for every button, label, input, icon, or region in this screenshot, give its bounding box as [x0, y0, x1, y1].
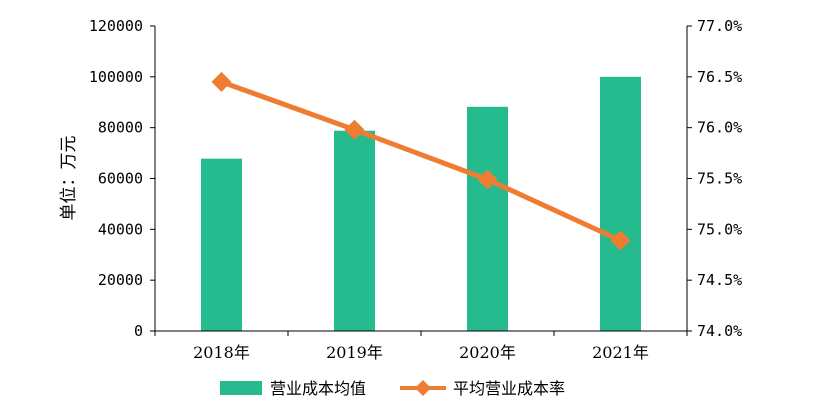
right-tick-label: 76.0% [697, 119, 742, 137]
legend-label-bar: 营业成本均值 [270, 379, 366, 398]
legend-swatch-marker [415, 380, 431, 396]
rate-marker-0 [211, 71, 232, 92]
right-tick-label: 75.0% [697, 220, 742, 238]
bar-1 [334, 130, 375, 331]
left-tick-label: 80000 [98, 119, 143, 137]
right-tick-label: 74.5% [697, 271, 742, 289]
x-axis-labels: 2018年 2019年 2020年 2021年 [154, 331, 688, 362]
line-series [211, 71, 631, 251]
left-axis-ticks: 0 20000 40000 60000 80000 100000 120000 [89, 17, 155, 340]
bar-2 [467, 106, 508, 331]
x-tick-label: 2021年 [592, 343, 649, 362]
right-tick-label: 74.0% [697, 322, 742, 340]
left-tick-label: 0 [134, 322, 143, 340]
x-tick-label: 2020年 [459, 343, 516, 362]
legend: 营业成本均值 平均营业成本率 [220, 379, 565, 398]
right-axis-ticks: 74.0% 74.5% 75.0% 75.5% 76.0% 76.5% 77.0% [687, 17, 742, 340]
x-tick-label: 2019年 [326, 343, 383, 362]
bar-0 [201, 158, 242, 331]
left-tick-label: 60000 [98, 170, 143, 188]
legend-swatch-bar [220, 381, 262, 395]
right-tick-label: 76.5% [697, 68, 742, 86]
rate-marker-1 [344, 119, 365, 140]
bar-3 [600, 76, 641, 331]
left-tick-label: 20000 [98, 271, 143, 289]
left-tick-label: 40000 [98, 220, 143, 238]
left-tick-label: 120000 [89, 17, 143, 35]
right-tick-label: 77.0% [697, 17, 742, 35]
y-axis-title: 单位：万元 [59, 136, 79, 221]
right-tick-label: 75.5% [697, 170, 742, 188]
left-tick-label: 100000 [89, 68, 143, 86]
rate-marker-2 [477, 169, 498, 190]
x-tick-label: 2018年 [193, 343, 250, 362]
bar-series [201, 76, 641, 331]
legend-label-line: 平均营业成本率 [453, 379, 565, 398]
rate-line [220, 79, 622, 243]
rate-marker-3 [610, 230, 631, 251]
